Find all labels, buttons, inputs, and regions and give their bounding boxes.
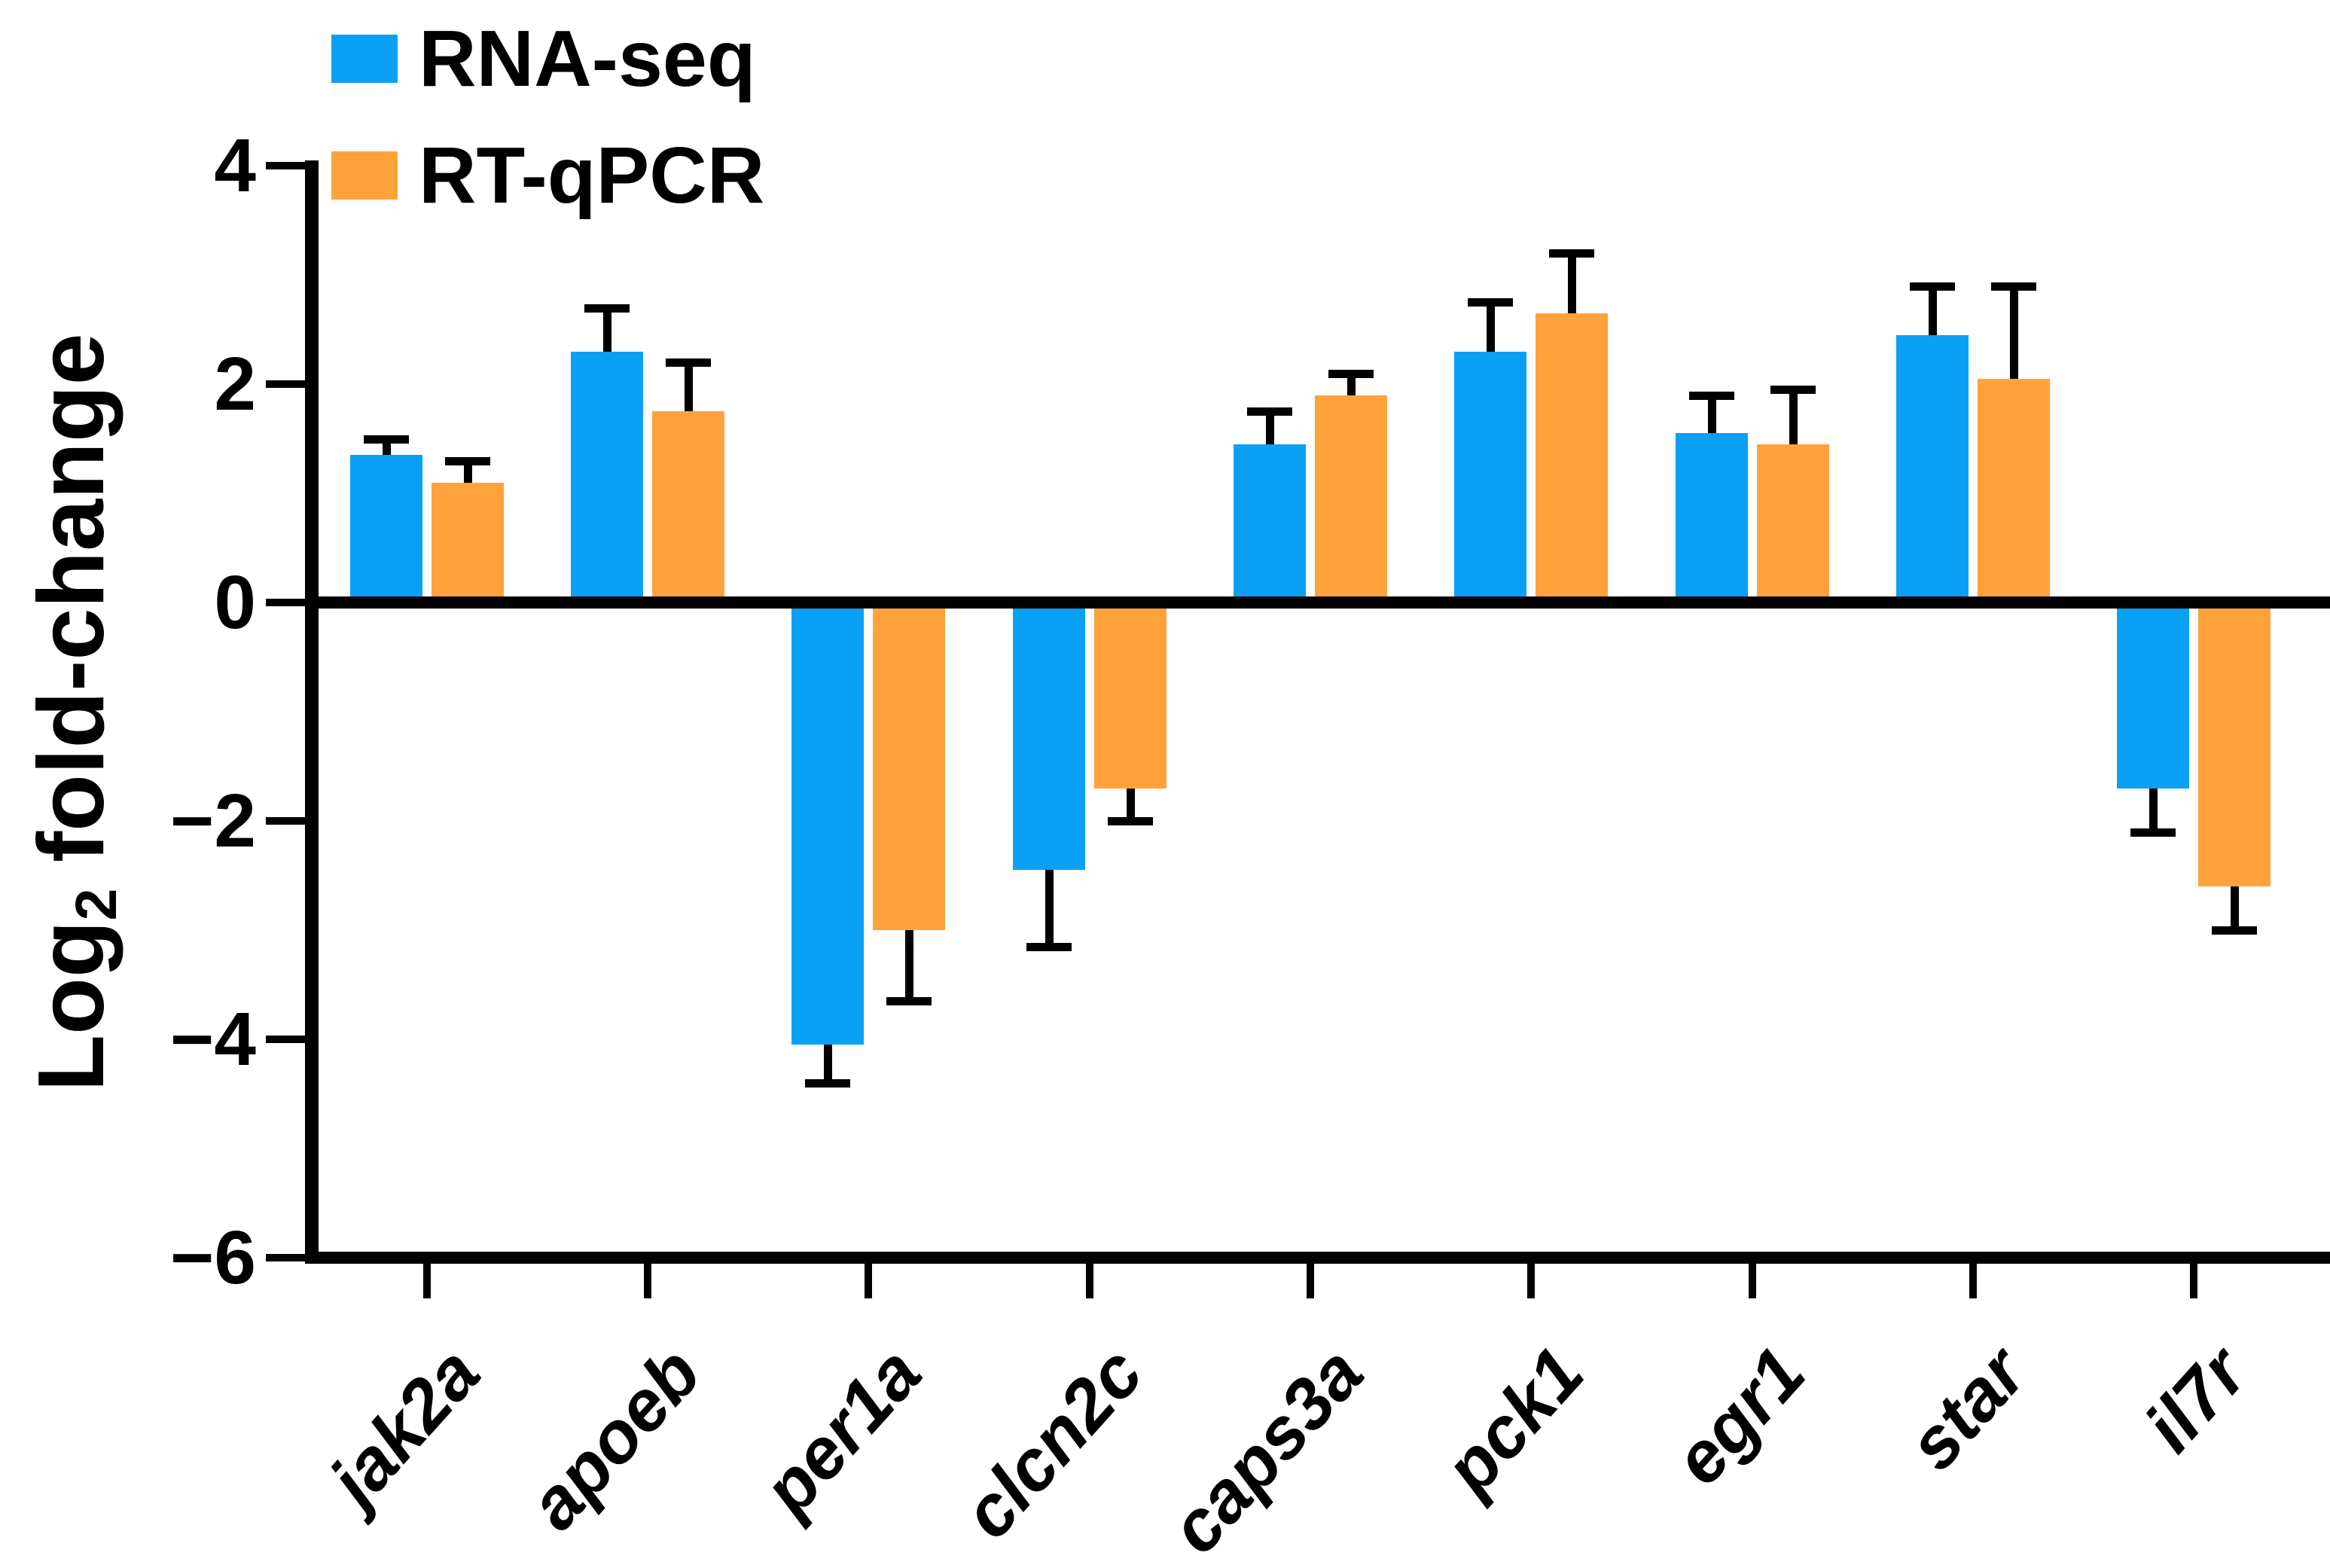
bar-rnaseq-star <box>1896 334 1969 602</box>
error-cap-rtqpcr-pck1 <box>1549 249 1595 258</box>
error-cap-rnaseq-caps3a <box>1247 407 1292 416</box>
x-tick-label-clcn2c: clcn2c <box>947 1332 1158 1554</box>
bar-rnaseq-pck1 <box>1454 351 1527 602</box>
bar-rnaseq-jak2a <box>349 455 422 602</box>
x-tick-jak2a <box>422 1264 431 1298</box>
y-tick-label--2: −2 <box>169 779 256 863</box>
y-axis-spine <box>305 160 319 1264</box>
error-stem-rtqpcr-pck1 <box>1568 253 1577 313</box>
legend-swatch-rnaseq <box>331 34 398 83</box>
error-stem-rtqpcr-per1a <box>905 930 914 1002</box>
error-cap-rnaseq-il7r <box>2130 828 2176 837</box>
error-stem-rtqpcr-il7r <box>2231 886 2240 930</box>
error-stem-rtqpcr-star <box>2010 285 2018 379</box>
error-stem-rnaseq-egr1 <box>1707 395 1716 434</box>
error-stem-rnaseq-il7r <box>2149 788 2158 832</box>
y-tick-0 <box>266 599 305 606</box>
y-axis-title-subscript: 2 <box>63 888 129 921</box>
x-tick-label-star: star <box>1892 1332 2042 1485</box>
bar-rtqpcr-caps3a <box>1315 395 1387 602</box>
bar-rtqpcr-clcn2c <box>1093 602 1167 789</box>
legend-swatch-rtqpcr <box>331 151 398 200</box>
error-stem-rnaseq-caps3a <box>1266 411 1274 444</box>
error-stem-rtqpcr-apoeb <box>685 362 693 412</box>
error-stem-rnaseq-per1a <box>824 1045 833 1083</box>
x-tick-label-apoeb: apoeb <box>513 1332 716 1545</box>
bar-rnaseq-apoeb <box>571 351 643 602</box>
x-axis-spine <box>305 1252 2330 1264</box>
x-tick-egr1 <box>1748 1264 1756 1298</box>
x-tick-label-il7r: il7r <box>2129 1332 2262 1468</box>
zero-baseline <box>305 596 2330 609</box>
legend-item-rnaseq: RNA-seq <box>331 0 764 117</box>
bar-rtqpcr-il7r <box>2198 602 2271 886</box>
y-tick--6 <box>266 1254 305 1261</box>
error-cap-rtqpcr-caps3a <box>1328 369 1374 378</box>
x-tick-label-per1a: per1a <box>747 1332 937 1530</box>
y-tick--2 <box>266 817 305 825</box>
error-cap-rnaseq-jak2a <box>363 435 409 444</box>
error-cap-rtqpcr-apoeb <box>666 358 711 367</box>
legend: RNA-seq RT-qPCR <box>331 0 764 233</box>
y-tick-label-2: 2 <box>214 342 256 426</box>
error-cap-rtqpcr-il7r <box>2212 926 2258 935</box>
y-tick-label--4: −4 <box>169 997 256 1081</box>
error-cap-rtqpcr-jak2a <box>444 456 490 465</box>
error-stem-rtqpcr-clcn2c <box>1126 788 1135 821</box>
legend-item-rtqpcr: RT-qPCR <box>331 117 764 233</box>
error-stem-rnaseq-clcn2c <box>1045 870 1054 947</box>
error-cap-rtqpcr-clcn2c <box>1107 817 1153 825</box>
bar-rnaseq-per1a <box>791 602 865 1045</box>
error-stem-rnaseq-pck1 <box>1487 302 1496 352</box>
x-tick-il7r <box>2190 1264 2198 1298</box>
error-cap-rnaseq-clcn2c <box>1026 942 1072 951</box>
bar-rtqpcr-pck1 <box>1536 313 1609 602</box>
bar-rtqpcr-per1a <box>873 602 946 930</box>
y-tick-4 <box>266 162 305 169</box>
y-tick-label--6: −6 <box>169 1216 256 1300</box>
error-cap-rtqpcr-star <box>1991 282 2036 291</box>
x-tick-apoeb <box>644 1264 651 1298</box>
bar-rtqpcr-jak2a <box>431 482 504 602</box>
error-stem-rnaseq-jak2a <box>382 438 391 456</box>
error-stem-rtqpcr-egr1 <box>1789 389 1798 444</box>
bar-rnaseq-clcn2c <box>1012 602 1085 871</box>
x-tick-star <box>1969 1264 1977 1298</box>
error-stem-rnaseq-apoeb <box>603 307 611 352</box>
y-tick-label-0: 0 <box>214 560 256 645</box>
error-cap-rtqpcr-egr1 <box>1770 386 1816 395</box>
error-cap-rtqpcr-per1a <box>886 997 932 1006</box>
error-cap-rnaseq-per1a <box>805 1079 851 1088</box>
error-stem-rtqpcr-jak2a <box>463 460 472 483</box>
x-tick-label-jak2a: jak2a <box>313 1332 496 1521</box>
bar-rnaseq-egr1 <box>1675 433 1748 602</box>
error-stem-rtqpcr-caps3a <box>1347 373 1356 395</box>
y-tick--4 <box>266 1036 305 1043</box>
x-tick-label-caps3a: caps3a <box>1154 1332 1379 1568</box>
bar-rtqpcr-star <box>1978 378 2050 602</box>
error-cap-rnaseq-apoeb <box>584 304 630 313</box>
bar-rnaseq-caps3a <box>1234 444 1306 602</box>
x-tick-pck1 <box>1527 1264 1536 1298</box>
legend-label-rtqpcr: RT-qPCR <box>419 130 765 220</box>
x-tick-caps3a <box>1307 1264 1314 1298</box>
bar-rnaseq-il7r <box>2117 602 2190 789</box>
y-tick-2 <box>266 380 305 388</box>
bar-rtqpcr-egr1 <box>1756 444 1829 602</box>
bar-rtqpcr-apoeb <box>652 411 724 602</box>
error-cap-rnaseq-egr1 <box>1688 391 1734 400</box>
error-stem-rnaseq-star <box>1929 285 1937 335</box>
legend-label-rnaseq: RNA-seq <box>419 14 756 103</box>
y-tick-label-4: 4 <box>214 124 256 208</box>
x-tick-clcn2c <box>1085 1264 1093 1298</box>
error-cap-rnaseq-pck1 <box>1468 298 1514 307</box>
x-tick-per1a <box>865 1264 873 1298</box>
error-cap-rnaseq-star <box>1910 282 1955 291</box>
x-tick-label-egr1: egr1 <box>1658 1332 1821 1500</box>
x-tick-label-pck1: pck1 <box>1429 1332 1600 1509</box>
